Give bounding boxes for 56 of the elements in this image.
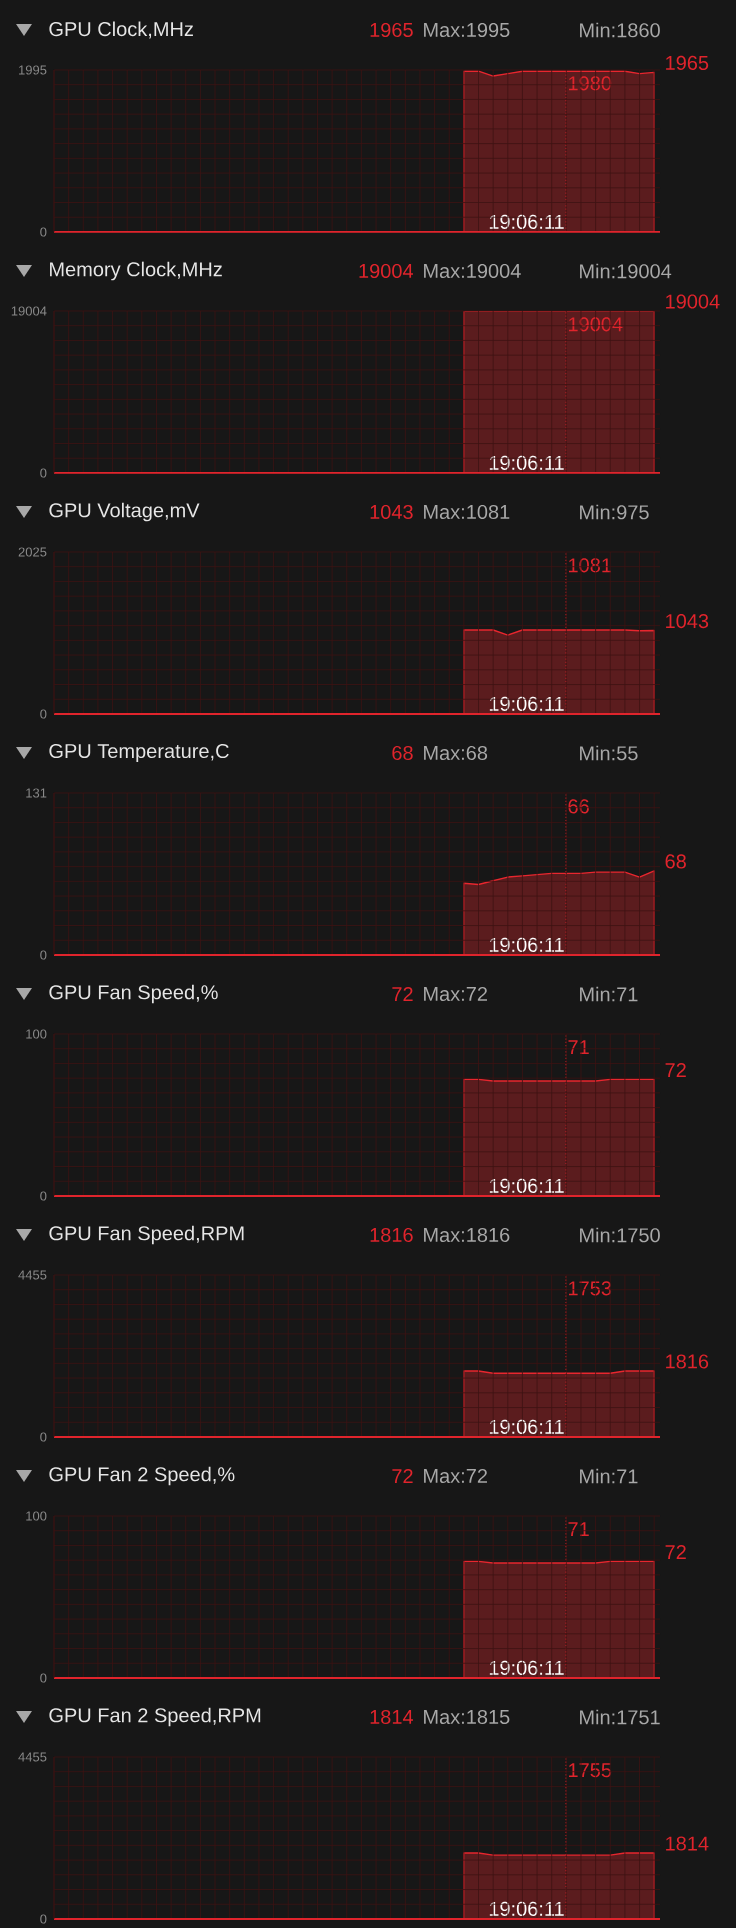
text: 1043 [666, 613, 709, 629]
text: Min:1750 [580, 1227, 660, 1243]
text: Min:1860 [580, 22, 660, 38]
text: Min:1751 [580, 1709, 660, 1725]
chart-title: GPU Temperature,C [49, 743, 229, 763]
annotation: 1081 [569, 558, 611, 573]
text: Min:71 [580, 1468, 638, 1484]
text: 68 [665, 854, 686, 869]
annotation: 19:06:11 [489, 1419, 564, 1434]
annotation: 19:06:11 [489, 1901, 564, 1916]
text: 1965 [370, 22, 413, 38]
text: 72 [665, 1062, 686, 1077]
chart-title: GPU Fan 2 Speed,% [49, 1466, 235, 1486]
text: Max:1816 [424, 1227, 510, 1243]
chart-title: GPU Fan Speed,RPM [49, 1225, 244, 1245]
text: Max:68 [424, 745, 488, 761]
text: 72 [392, 1469, 413, 1483]
annotation: 71 [568, 1522, 589, 1536]
chart-title: GPU Voltage,mV [49, 502, 200, 522]
annotation: 19:06:11 [489, 1178, 564, 1193]
chart-title: GPU Clock,MHz [49, 21, 193, 39]
text: Min:55 [580, 745, 638, 761]
text: Max:1815 [424, 1709, 510, 1725]
text: Min:975 [580, 504, 649, 520]
text: Max:72 [424, 986, 487, 1002]
annotation: 19004 [569, 317, 623, 332]
text: 1965 [666, 55, 709, 70]
text: 1814 [666, 1836, 709, 1851]
text: 1814 [370, 1709, 413, 1725]
annotation: 71 [568, 1040, 589, 1054]
text: Max:1081 [424, 504, 510, 520]
text: Max:19004 [424, 263, 521, 279]
text: Min:19004 [580, 263, 672, 279]
text: Max:1995 [424, 22, 510, 38]
text: 72 [665, 1544, 686, 1559]
annotation: 1753 [569, 1281, 612, 1296]
annotation: 19:06:11 [489, 455, 564, 470]
text: 68 [392, 745, 413, 761]
annotation: 19:06:11 [489, 214, 564, 229]
annotation: 19:06:11 [489, 937, 564, 952]
text: 1816 [666, 1354, 709, 1369]
annotation: 1980 [569, 76, 612, 91]
annotation: 19:06:11 [489, 696, 564, 711]
chart-title: GPU Fan 2 Speed,RPM [49, 1707, 261, 1727]
chart-title: Memory Clock,MHz [50, 261, 222, 281]
annotation: 66 [568, 799, 589, 814]
text: 19004 [666, 294, 720, 309]
annotation: 1755 [569, 1763, 612, 1778]
annotation: 19:06:11 [489, 1660, 564, 1675]
text: Max:72 [424, 1468, 487, 1484]
text: 72 [392, 987, 413, 1001]
text: 1043 [370, 504, 413, 520]
text: 19004 [359, 263, 413, 279]
text: Min:71 [580, 986, 638, 1002]
chart-title: GPU Fan Speed,% [49, 984, 218, 1004]
text: 1816 [370, 1227, 413, 1243]
